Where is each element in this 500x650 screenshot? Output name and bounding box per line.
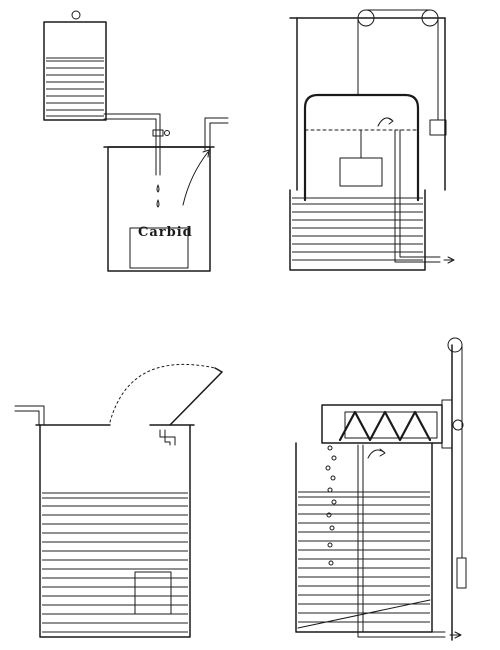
panel-drip-feed: Carbid bbox=[43, 10, 229, 272]
carbide-basket bbox=[134, 571, 172, 615]
outlet-pipe bbox=[357, 444, 462, 639]
water-tank bbox=[289, 189, 426, 271]
tank-water-lines bbox=[292, 197, 423, 261]
generator-vessel bbox=[103, 146, 215, 272]
outlet-pipe bbox=[394, 129, 455, 264]
water-reservoir bbox=[43, 10, 107, 121]
drip-pipe bbox=[103, 113, 170, 176]
screw-tank-water-lines bbox=[298, 491, 430, 623]
pulley-post bbox=[447, 337, 467, 641]
pulley-frame bbox=[289, 9, 446, 191]
water-drops bbox=[156, 184, 160, 208]
pulley-top bbox=[447, 337, 463, 353]
gas-arrow bbox=[367, 448, 386, 459]
reservoir-water-lines bbox=[46, 57, 104, 117]
hopper-lid bbox=[109, 363, 223, 426]
carbide-label: Carbid bbox=[138, 225, 193, 240]
panel-carbide-to-water bbox=[14, 363, 223, 638]
panel-screw-feed bbox=[295, 337, 467, 641]
gas-flow-arrow bbox=[182, 149, 210, 206]
gas-outlet-pipe bbox=[204, 117, 229, 151]
falling-carbide bbox=[325, 445, 337, 566]
counterweight bbox=[429, 119, 447, 136]
generator-tank bbox=[35, 424, 195, 638]
inlet-pipe bbox=[14, 405, 45, 426]
carbide-basket bbox=[339, 129, 383, 187]
screw-feeder bbox=[321, 399, 464, 449]
panel-bell-gasholder bbox=[289, 9, 455, 271]
carbide-bed bbox=[129, 227, 189, 269]
sludge-slope bbox=[297, 599, 431, 629]
weight bbox=[456, 557, 467, 589]
generator-water-lines bbox=[42, 492, 188, 633]
gas-arrow bbox=[377, 117, 394, 127]
